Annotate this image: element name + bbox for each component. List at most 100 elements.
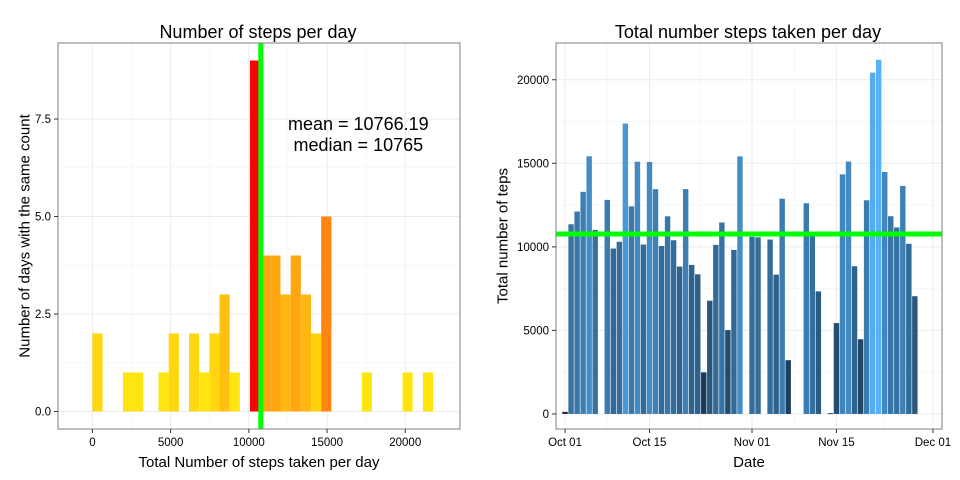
histogram-bar-14 [290,255,301,412]
daily-bar-9 [616,241,623,414]
daily-bar-15 [652,189,659,414]
daily-bar-13 [640,244,647,414]
daily-steps-chart: Total number steps taken per day Oct 01 O… [494,22,951,471]
daily-bar-58 [912,296,918,414]
histogram-bar-15 [300,294,312,412]
daily-bar-20 [682,189,689,414]
daily-x-tick-label: Dec 01 [915,437,951,449]
histogram-bar-18 [361,372,373,412]
histogram-bar-17 [321,216,332,412]
daily-bar-57 [906,243,912,414]
histogram-bar-4 [168,333,179,412]
histogram-bar-1 [122,372,134,412]
histogram-bar-2 [133,372,144,412]
daily-bar-12 [634,161,641,414]
daily-x-tick-label: Nov 01 [734,437,770,449]
daily-x-tick-label: Oct 15 [633,437,667,449]
histogram-bar-16 [311,333,322,412]
daily-steps-y-axis-label: Total number of teps [494,168,511,304]
daily-y-tick-label: 15000 [517,158,549,170]
daily-steps-title: Total number steps taken per day [615,22,881,42]
daily-bar-36 [779,198,785,414]
histogram-x-ticks: 0 5000 10000 15000 20000 [89,429,421,449]
daily-x-tick-label: Nov 15 [818,437,854,449]
histogram-x-tick-label: 10000 [233,437,265,449]
histogram-bar-6 [199,372,210,412]
daily-bar-16 [658,245,665,414]
histogram-bar-11 [260,255,271,412]
daily-bar-53 [881,172,888,414]
daily-bar-50 [863,200,870,414]
daily-bar-25 [713,244,719,414]
daily-bar-29 [737,156,743,414]
daily-y-tick-label: 20000 [517,75,549,87]
histogram-y-axis-label: Number of days with the same count [16,113,33,357]
daily-bar-10 [622,123,629,414]
histogram-bar-19 [402,372,413,412]
daily-y-tick-label: 5000 [523,325,549,337]
daily-x-tick-label: Oct 01 [548,437,582,449]
daily-bar-21 [688,264,695,414]
daily-bar-23 [701,372,707,414]
daily-bar-45 [833,323,840,414]
daily-steps-x-ticks: Oct 01 Oct 15 Nov 01 Nov 15 Dec 01 [548,429,951,449]
daily-steps-panel-border [555,42,943,430]
daily-bar-49 [857,339,864,414]
daily-bar-55 [894,227,900,414]
daily-bar-22 [695,274,701,414]
daily-bar-41 [809,234,816,414]
histogram-bar-12 [270,255,281,412]
histogram-title: Number of steps per day [159,22,356,42]
histogram-x-tick-label: 20000 [389,437,421,449]
histogram-bar-10 [250,60,261,412]
histogram-bar-13 [280,294,291,412]
histogram-x-tick-label: 15000 [311,437,343,449]
daily-bar-26 [719,222,725,414]
histogram-bars [92,60,434,412]
annotation-line-0: mean = 10766.19 [288,114,429,134]
histogram-y-tick-label: 2.5 [35,309,51,321]
daily-bar-1 [568,224,574,414]
daily-bar-37 [785,360,791,414]
daily-bar-47 [845,161,852,414]
histogram-x-tick-label: 5000 [158,437,184,449]
daily-bar-54 [888,216,894,414]
daily-bar-35 [773,274,779,414]
daily-steps-y-ticks: 0 5000 10000 15000 20000 [517,75,556,421]
daily-bar-27 [725,330,731,414]
daily-bar-17 [664,216,671,414]
daily-bar-32 [755,237,761,414]
histogram-y-ticks: 0.0 2.5 5.0 7.5 [35,114,58,418]
daily-bar-46 [839,174,846,414]
daily-bar-3 [580,191,586,414]
daily-bar-11 [628,206,635,414]
daily-bar-24 [707,300,713,414]
histogram-bar-9 [229,372,240,412]
histogram-y-tick-label: 5.0 [35,212,51,224]
histogram-bar-7 [209,333,220,412]
histogram-bar-20 [422,372,434,412]
daily-steps-x-axis-label: Date [733,454,765,471]
daily-bar-56 [900,185,906,414]
daily-bar-28 [731,249,737,414]
histogram-x-tick-label: 0 [89,437,95,449]
histogram-chart: Number of steps per day mean = 10766.19m… [16,22,461,471]
histogram-bar-3 [158,372,169,412]
daily-bar-44 [827,413,834,415]
daily-steps-bars [562,59,918,415]
daily-bar-5 [592,229,598,414]
daily-bar-31 [749,236,755,414]
daily-bar-7 [604,199,610,414]
daily-bar-34 [767,239,773,414]
daily-bar-4 [586,156,592,414]
histogram-bar-5 [189,333,200,412]
daily-bar-40 [803,203,810,414]
daily-bar-42 [815,291,822,414]
annotation-line-1: median = 10765 [294,135,424,155]
daily-bar-8 [610,248,617,414]
daily-bar-48 [851,266,858,414]
daily-bar-0 [562,411,568,414]
daily-y-tick-label: 0 [543,409,549,421]
